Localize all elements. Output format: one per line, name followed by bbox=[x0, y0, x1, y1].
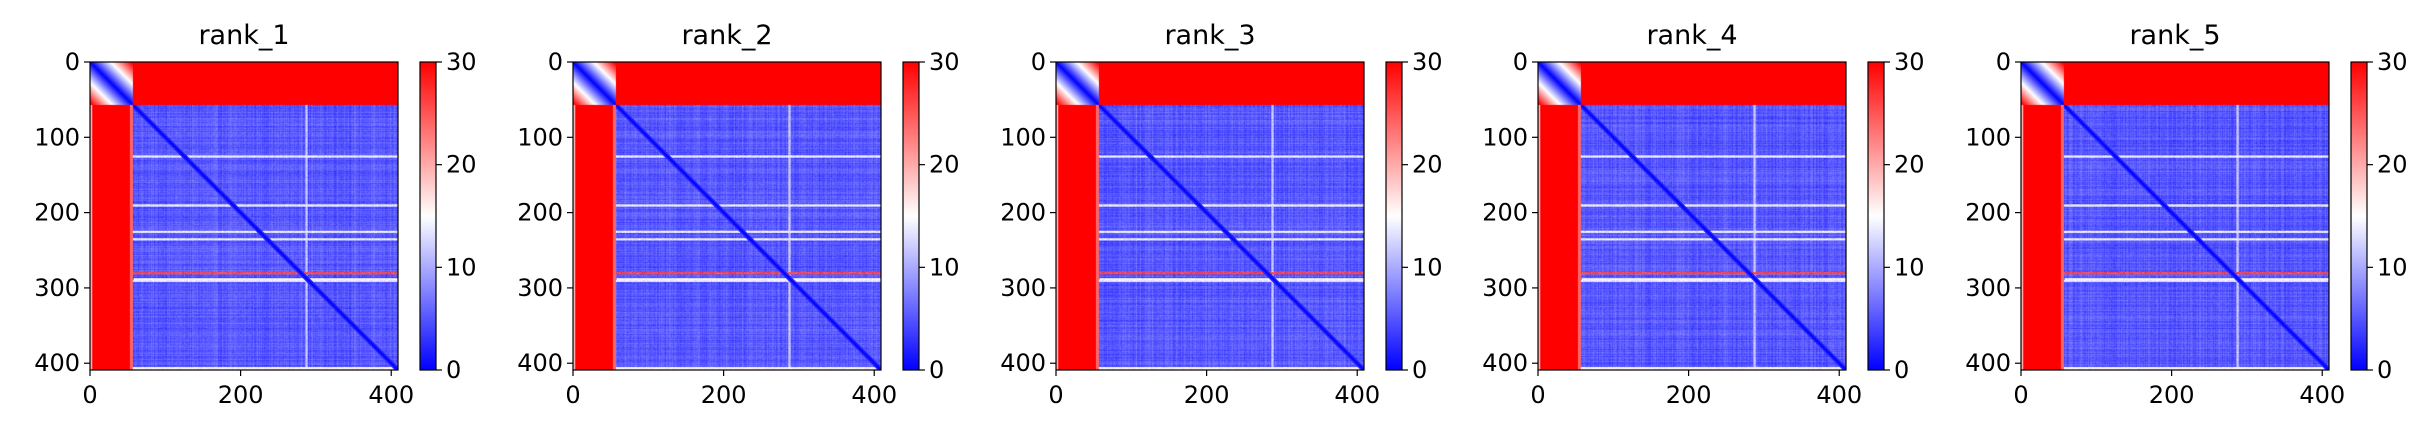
x-tick-label: 200 bbox=[2149, 381, 2195, 409]
colorbar bbox=[1385, 61, 1403, 371]
colorbar bbox=[1867, 61, 1885, 371]
y-tick-label: 100 bbox=[517, 123, 563, 151]
x-tick-label: 0 bbox=[2013, 381, 2028, 409]
y-tick-label: 100 bbox=[1482, 123, 1528, 151]
y-tick-label: 200 bbox=[34, 199, 80, 227]
plot-frame bbox=[89, 61, 399, 371]
colorbar bbox=[419, 61, 437, 371]
y-tick-label: 300 bbox=[517, 274, 563, 302]
colorbar bbox=[902, 61, 920, 371]
y-tick-label: 300 bbox=[1482, 274, 1528, 302]
y-tick-label: 100 bbox=[34, 123, 80, 151]
colorbar-tick-label: 20 bbox=[2377, 151, 2408, 179]
x-tick-label: 400 bbox=[2299, 381, 2345, 409]
colorbar-tick-label: 20 bbox=[1894, 151, 1925, 179]
heatmap-image bbox=[2021, 62, 2329, 370]
chart-title: rank_5 bbox=[2129, 20, 2220, 51]
x-tick-label: 200 bbox=[1184, 381, 1230, 409]
colorbar-tick-label: 0 bbox=[2377, 356, 2392, 384]
y-tick-label: 300 bbox=[1000, 274, 1046, 302]
colorbar-tick-label: 20 bbox=[446, 151, 477, 179]
x-tick-label: 0 bbox=[1048, 381, 1063, 409]
x-tick-label: 200 bbox=[1666, 381, 1712, 409]
heatmap-image bbox=[573, 62, 881, 370]
y-tick-label: 0 bbox=[65, 48, 80, 76]
y-tick-label: 0 bbox=[1996, 48, 2011, 76]
colorbar-tick-label: 0 bbox=[929, 356, 944, 384]
y-tick-label: 0 bbox=[548, 48, 563, 76]
y-tick-label: 400 bbox=[1482, 349, 1528, 377]
x-tick-label: 400 bbox=[1816, 381, 1862, 409]
colorbar-tick-label: 20 bbox=[929, 151, 960, 179]
y-tick-label: 300 bbox=[34, 274, 80, 302]
colorbar-tick-label: 0 bbox=[446, 356, 461, 384]
colorbar-tick-label: 10 bbox=[929, 253, 960, 281]
colorbar-tick-label: 20 bbox=[1412, 151, 1443, 179]
x-tick-label: 400 bbox=[851, 381, 897, 409]
colorbar-tick-label: 30 bbox=[2377, 48, 2408, 76]
x-tick-label: 400 bbox=[368, 381, 414, 409]
colorbar-tick-label: 10 bbox=[446, 253, 477, 281]
heatmap-image bbox=[90, 62, 398, 370]
heatmap-image bbox=[1056, 62, 1364, 370]
plot-frame bbox=[1055, 61, 1365, 371]
heatmap-image bbox=[1538, 62, 1846, 370]
y-tick-label: 200 bbox=[1000, 199, 1046, 227]
x-tick-label: 0 bbox=[82, 381, 97, 409]
x-tick-label: 0 bbox=[1530, 381, 1545, 409]
chart-title: rank_1 bbox=[198, 20, 289, 51]
plot-frame bbox=[1537, 61, 1847, 371]
plot-frame bbox=[2020, 61, 2330, 371]
x-tick-label: 400 bbox=[1334, 381, 1380, 409]
chart-title: rank_4 bbox=[1646, 20, 1737, 51]
y-tick-label: 400 bbox=[34, 349, 80, 377]
y-tick-label: 100 bbox=[1965, 123, 2011, 151]
colorbar bbox=[2350, 61, 2368, 371]
y-tick-label: 0 bbox=[1031, 48, 1046, 76]
chart-title: rank_3 bbox=[1164, 20, 1255, 51]
colorbar-tick-label: 30 bbox=[1894, 48, 1925, 76]
y-tick-label: 100 bbox=[1000, 123, 1046, 151]
y-tick-label: 400 bbox=[517, 349, 563, 377]
y-tick-label: 200 bbox=[1965, 199, 2011, 227]
colorbar-tick-label: 30 bbox=[446, 48, 477, 76]
colorbar-tick-label: 10 bbox=[1894, 253, 1925, 281]
y-tick-label: 400 bbox=[1965, 349, 2011, 377]
x-tick-label: 200 bbox=[701, 381, 747, 409]
colorbar-tick-label: 10 bbox=[2377, 253, 2408, 281]
y-tick-label: 400 bbox=[1000, 349, 1046, 377]
x-tick-label: 0 bbox=[565, 381, 580, 409]
colorbar-tick-label: 10 bbox=[1412, 253, 1443, 281]
colorbar-tick-label: 0 bbox=[1412, 356, 1427, 384]
y-tick-label: 0 bbox=[1513, 48, 1528, 76]
plot-frame bbox=[572, 61, 882, 371]
colorbar-tick-label: 30 bbox=[1412, 48, 1443, 76]
colorbar-tick-label: 0 bbox=[1894, 356, 1909, 384]
y-tick-label: 200 bbox=[517, 199, 563, 227]
y-tick-label: 200 bbox=[1482, 199, 1528, 227]
chart-title: rank_2 bbox=[681, 20, 772, 51]
x-tick-label: 200 bbox=[218, 381, 264, 409]
y-tick-label: 300 bbox=[1965, 274, 2011, 302]
colorbar-tick-label: 30 bbox=[929, 48, 960, 76]
